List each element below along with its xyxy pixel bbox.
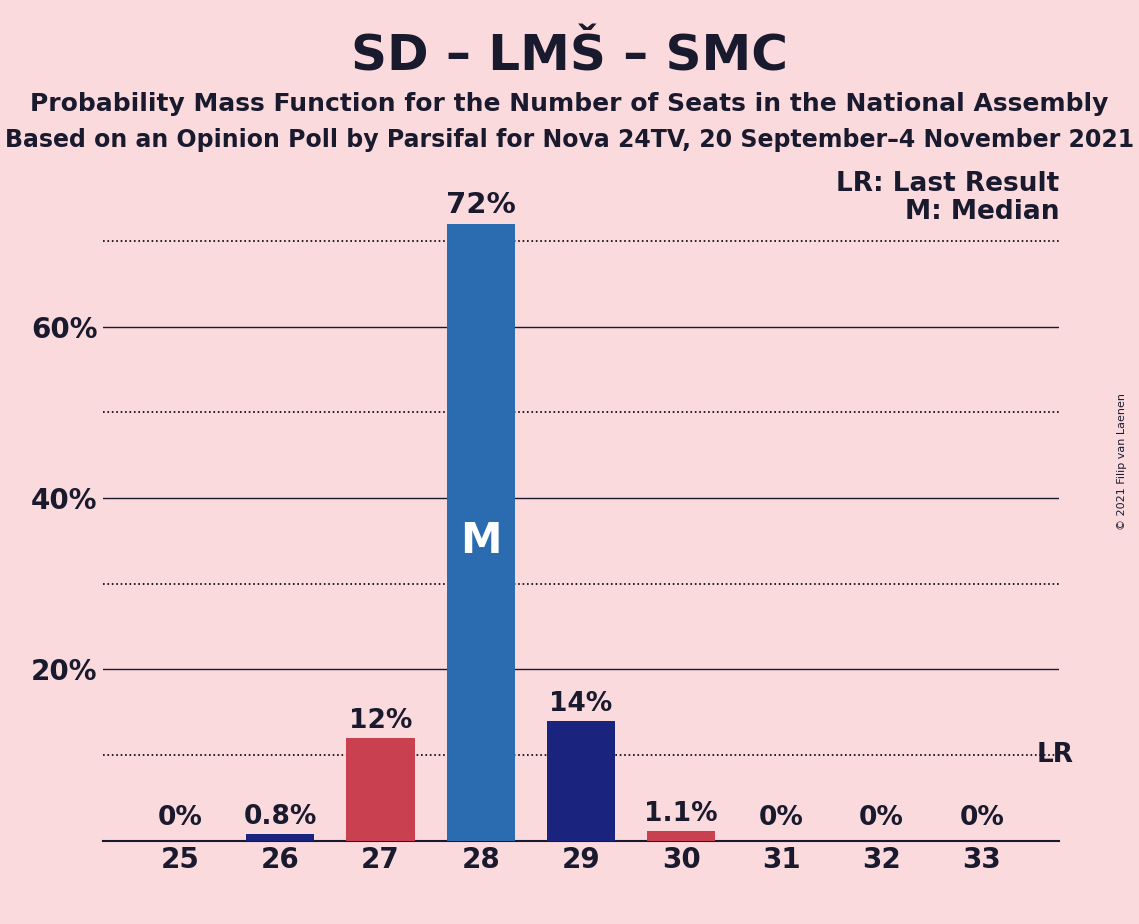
Text: LR: Last Result: LR: Last Result — [836, 171, 1059, 197]
Text: 1.1%: 1.1% — [645, 801, 718, 827]
Text: 72%: 72% — [445, 191, 516, 219]
Text: 0%: 0% — [157, 805, 203, 831]
Text: © 2021 Filip van Laenen: © 2021 Filip van Laenen — [1117, 394, 1126, 530]
Text: Based on an Opinion Poll by Parsifal for Nova 24TV, 20 September–4 November 2021: Based on an Opinion Poll by Parsifal for… — [5, 128, 1134, 152]
Text: SD – LMŠ – SMC: SD – LMŠ – SMC — [351, 32, 788, 80]
Bar — [246, 834, 314, 841]
Bar — [446, 224, 515, 841]
Text: 12%: 12% — [349, 708, 412, 734]
Text: 14%: 14% — [549, 690, 613, 716]
Text: 0.8%: 0.8% — [244, 804, 317, 830]
Text: 0%: 0% — [959, 805, 1005, 831]
Bar — [346, 738, 415, 841]
Text: LR: LR — [1036, 742, 1074, 768]
Text: 0%: 0% — [859, 805, 904, 831]
Text: 0%: 0% — [759, 805, 804, 831]
Text: M: Median: M: Median — [904, 199, 1059, 225]
Bar — [547, 721, 615, 841]
Text: Probability Mass Function for the Number of Seats in the National Assembly: Probability Mass Function for the Number… — [31, 92, 1108, 116]
Text: M: M — [460, 520, 501, 562]
Bar — [647, 832, 715, 841]
